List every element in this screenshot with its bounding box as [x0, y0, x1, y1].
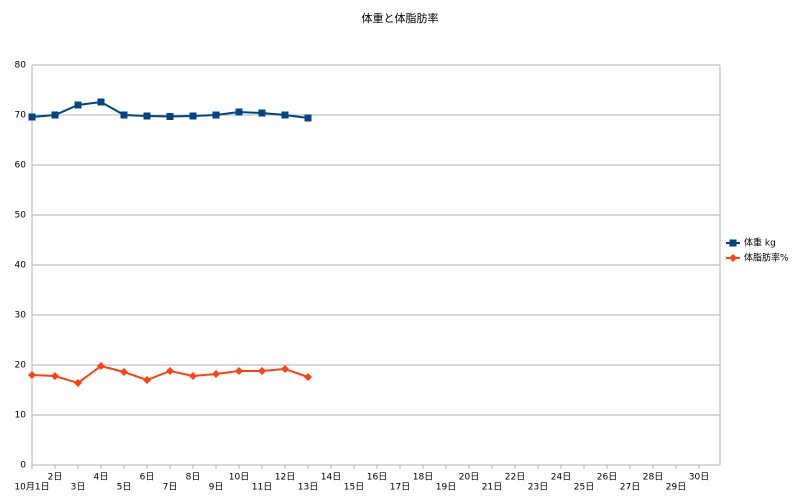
x-tick-label: 20日: [459, 472, 479, 483]
marker: [166, 113, 174, 120]
x-tick-label: 8日: [186, 472, 201, 483]
marker: [304, 114, 312, 122]
x-tick-label: 5日: [117, 482, 132, 493]
marker: [235, 367, 243, 375]
marker: [235, 108, 243, 116]
x-tick-label: 23日: [528, 482, 548, 493]
marker: [74, 379, 82, 387]
x-tick-label: 28日: [643, 472, 663, 483]
marker: [143, 376, 151, 384]
y-tick-label: 0: [20, 461, 26, 471]
marker: [189, 372, 197, 380]
x-tick-label: 12日: [275, 472, 295, 483]
x-tick-label: 19日: [436, 482, 456, 493]
marker: [212, 370, 220, 378]
marker: [74, 101, 82, 109]
marker: [97, 362, 105, 370]
y-tick-label: 70: [15, 111, 27, 121]
x-tick-label: 16日: [367, 472, 387, 483]
y-tick-label: 20: [15, 361, 27, 371]
x-tick-label: 17日: [390, 482, 410, 493]
x-tick-label: 6日: [140, 472, 155, 483]
marker: [281, 111, 289, 119]
x-tick-label: 15日: [344, 482, 364, 493]
y-tick-label: 40: [15, 261, 27, 271]
x-tick-label: 9日: [209, 482, 224, 493]
x-tick-label: 25日: [574, 482, 594, 493]
marker: [120, 368, 128, 376]
x-tick-label: 4日: [94, 472, 109, 483]
x-tick-label: 3日: [71, 482, 86, 493]
marker: [28, 371, 36, 379]
y-tick-label: 30: [15, 311, 27, 321]
marker: [729, 239, 737, 247]
marker: [28, 113, 36, 121]
marker: [189, 112, 197, 120]
x-tick-label: 14日: [321, 472, 341, 483]
x-tick-label: 10日: [229, 472, 249, 483]
legend-label: 体脂肪率%: [744, 252, 789, 264]
x-tick-label: 7日: [163, 482, 178, 493]
y-tick-label: 50: [15, 211, 27, 221]
x-tick-label: 30日: [689, 472, 709, 483]
marker: [212, 111, 220, 119]
marker: [97, 98, 105, 106]
marker: [729, 254, 737, 262]
y-tick-label: 80: [15, 61, 27, 71]
x-tick-label: 21日: [482, 482, 502, 493]
x-tick-label: 24日: [551, 472, 571, 483]
marker: [258, 109, 266, 117]
marker: [143, 112, 151, 120]
x-tick-label: 11日: [252, 482, 272, 493]
marker: [51, 111, 59, 119]
x-tick-label: 10月1日: [14, 482, 49, 493]
marker: [304, 373, 312, 381]
marker: [281, 365, 289, 373]
marker: [258, 367, 266, 375]
chart-title: 体重と体脂肪率: [362, 11, 439, 25]
x-tick-label: 18日: [413, 472, 433, 483]
y-tick-label: 60: [15, 161, 27, 171]
marker: [166, 367, 174, 375]
x-tick-label: 22日: [505, 472, 525, 483]
marker: [51, 372, 59, 380]
x-tick-label: 26日: [597, 472, 617, 483]
marker: [120, 111, 128, 119]
x-tick-label: 2日: [48, 472, 63, 483]
x-tick-label: 13日: [298, 482, 318, 493]
x-tick-label: 27日: [620, 482, 640, 493]
y-tick-label: 10: [15, 411, 27, 421]
legend-label: 体重 kg: [744, 237, 776, 249]
x-tick-label: 29日: [666, 482, 686, 493]
